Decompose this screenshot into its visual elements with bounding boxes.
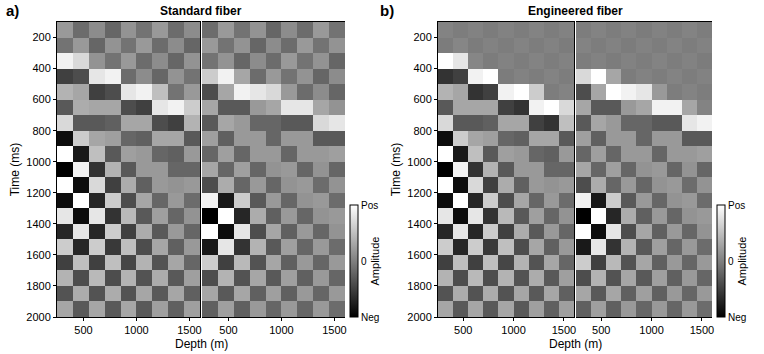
svg-text:600: 600 [32,93,50,105]
svg-text:Depth (m): Depth (m) [175,337,228,351]
svg-text:b): b) [380,2,394,19]
svg-text:500: 500 [74,324,92,336]
svg-text:800: 800 [413,125,431,137]
svg-text:Depth (m): Depth (m) [549,337,602,351]
svg-text:400: 400 [413,62,431,74]
svg-text:1600: 1600 [26,249,50,261]
svg-text:Engineered fiber: Engineered fiber [528,4,623,18]
svg-text:Pos: Pos [728,200,745,211]
svg-text:1500: 1500 [177,324,201,336]
svg-text:2000: 2000 [407,311,431,323]
svg-text:Neg: Neg [728,312,746,323]
svg-text:1800: 1800 [26,280,50,292]
svg-text:Amplitude: Amplitude [736,237,748,286]
svg-text:2000: 2000 [26,311,50,323]
svg-text:1800: 1800 [407,280,431,292]
svg-text:Amplitude: Amplitude [369,237,381,286]
svg-text:Time (ms): Time (ms) [389,143,403,197]
svg-text:a): a) [6,2,19,19]
svg-text:1200: 1200 [407,187,431,199]
svg-text:1000: 1000 [407,156,431,168]
svg-text:1000: 1000 [639,324,663,336]
svg-text:0: 0 [361,256,367,267]
svg-text:200: 200 [413,31,431,43]
svg-text:Neg: Neg [361,312,379,323]
svg-text:1200: 1200 [26,187,50,199]
svg-text:200: 200 [32,31,50,43]
svg-text:Time (ms): Time (ms) [8,143,22,197]
svg-text:1400: 1400 [26,218,50,230]
svg-text:600: 600 [413,93,431,105]
svg-text:1500: 1500 [322,324,346,336]
svg-text:1400: 1400 [407,218,431,230]
svg-text:500: 500 [219,324,237,336]
svg-text:Standard fiber: Standard fiber [160,4,242,18]
svg-text:1000: 1000 [269,324,293,336]
svg-text:500: 500 [592,324,610,336]
svg-text:1600: 1600 [407,249,431,261]
svg-text:1500: 1500 [552,324,576,336]
svg-text:0: 0 [728,256,734,267]
svg-text:1500: 1500 [690,324,714,336]
svg-text:Pos: Pos [361,200,378,211]
svg-text:1000: 1000 [501,324,525,336]
svg-text:500: 500 [454,324,472,336]
svg-text:800: 800 [32,125,50,137]
svg-text:1000: 1000 [124,324,148,336]
svg-text:1000: 1000 [26,156,50,168]
svg-text:400: 400 [32,62,50,74]
